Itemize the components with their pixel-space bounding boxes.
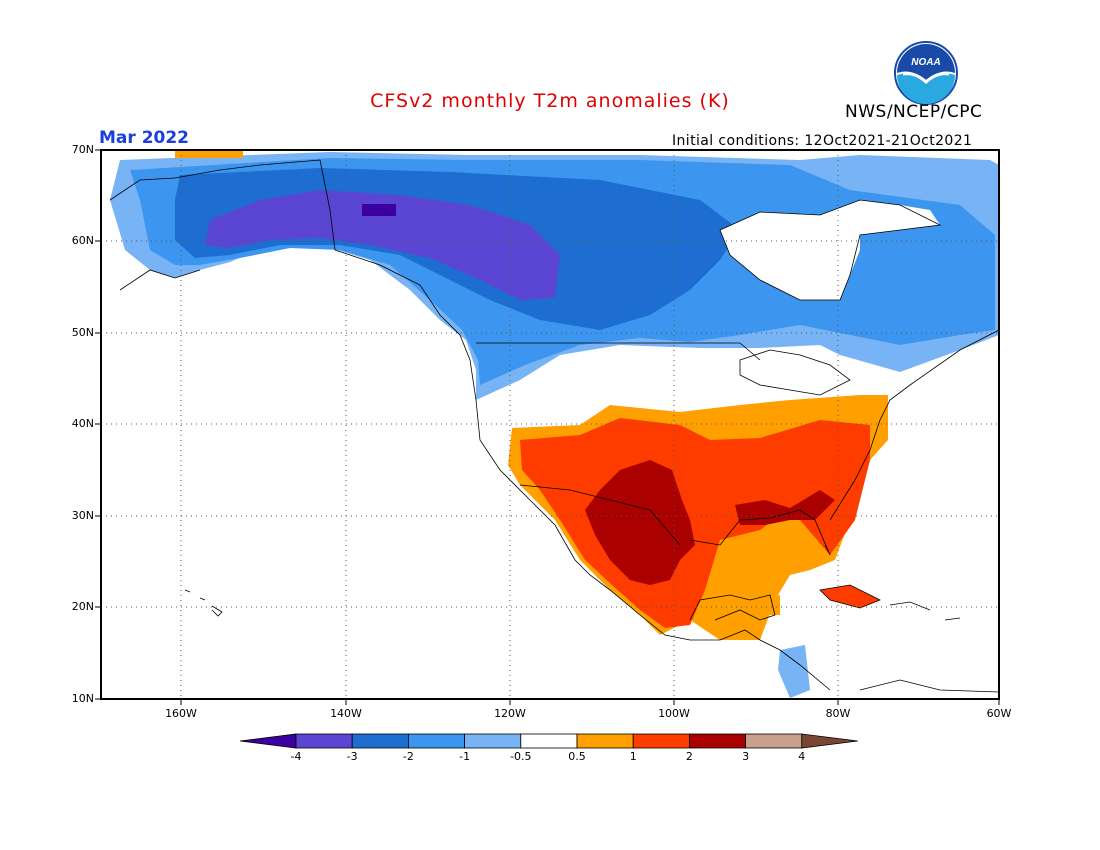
colorbar-segment bbox=[295, 733, 353, 749]
coastline-gulf bbox=[689, 509, 831, 556]
lat-label: 60N bbox=[71, 234, 94, 247]
anomaly-region-arctic-orange bbox=[175, 150, 243, 158]
lat-label: 20N bbox=[71, 600, 94, 613]
colorbar-segment bbox=[576, 733, 634, 749]
colorbar-segment bbox=[520, 733, 578, 749]
map-title: CFSv2 monthly T2m anomalies (K) bbox=[370, 90, 730, 112]
border-us-canada bbox=[476, 342, 761, 361]
colorbar-extend-high bbox=[801, 733, 858, 749]
axis-ticks bbox=[95, 149, 1000, 705]
noaa-logo: NOAA bbox=[894, 41, 958, 105]
great-lakes bbox=[739, 349, 851, 396]
valid-month-label: Mar 2022 bbox=[99, 128, 190, 148]
colorbar-tick-label: -2 bbox=[402, 750, 414, 763]
hudson-bay-coast bbox=[719, 199, 942, 301]
colorbar-tick-label: 2 bbox=[685, 750, 693, 763]
coastline-west bbox=[475, 399, 831, 691]
colorbar-segment bbox=[745, 733, 803, 749]
lat-label: 40N bbox=[71, 417, 94, 430]
anomaly-region-red bbox=[520, 418, 870, 628]
colorbar-tick-label: 0.5 bbox=[568, 750, 586, 763]
lon-label: 120W bbox=[494, 707, 526, 720]
colorbar-segment bbox=[464, 733, 522, 749]
initial-conditions-label: Initial conditions: 12Oct2021-21Oct2021 bbox=[672, 133, 973, 149]
colorbar-tick-label: -4 bbox=[290, 750, 302, 763]
coastline-yucatan bbox=[689, 594, 776, 621]
caribbean-islands bbox=[819, 584, 961, 621]
lat-label: 70N bbox=[71, 143, 94, 156]
lat-label: 10N bbox=[71, 692, 94, 705]
colorbar-tick-label: 1 bbox=[629, 750, 637, 763]
colorbar-tick-label: -1 bbox=[459, 750, 471, 763]
logo-text: NOAA bbox=[911, 57, 940, 68]
colorbar-tick-label: -3 bbox=[346, 750, 358, 763]
lon-label: 60W bbox=[986, 707, 1012, 720]
lon-label: 160W bbox=[165, 707, 197, 720]
organization-label: NWS/NCEP/CPC bbox=[845, 102, 983, 122]
colorbar-segment bbox=[351, 733, 409, 749]
coastline-alaska bbox=[109, 159, 336, 291]
colorbar-segment bbox=[689, 733, 747, 749]
south-america-coast bbox=[859, 679, 999, 693]
anomaly-region-deep-purple bbox=[362, 204, 396, 216]
lon-label: 140W bbox=[330, 707, 362, 720]
anomaly-region-central-america bbox=[778, 645, 810, 698]
anomaly-region-cuba bbox=[820, 585, 880, 608]
anomaly-region-dark-red bbox=[585, 460, 695, 585]
lat-label: 30N bbox=[71, 509, 94, 522]
colorbar bbox=[239, 733, 858, 749]
colorbar-segment bbox=[632, 733, 690, 749]
lon-label: 100W bbox=[658, 707, 690, 720]
colorbar-segment bbox=[407, 733, 465, 749]
anomaly-region-purple bbox=[205, 190, 560, 300]
hawaii bbox=[184, 589, 223, 617]
lat-label: 50N bbox=[71, 326, 94, 339]
colorbar-extend-low bbox=[239, 733, 297, 749]
lon-label: 80W bbox=[825, 707, 851, 720]
hudson-bay-neutral bbox=[720, 200, 940, 300]
coastline-pacific-nw bbox=[334, 249, 477, 401]
colorbar-tick-label: 3 bbox=[742, 750, 750, 763]
border-us-mexico bbox=[519, 484, 681, 546]
coastline-east bbox=[829, 329, 999, 521]
colorbar-tick-label: -0.5 bbox=[510, 750, 532, 763]
colorbar-tick-label: 4 bbox=[798, 750, 806, 763]
